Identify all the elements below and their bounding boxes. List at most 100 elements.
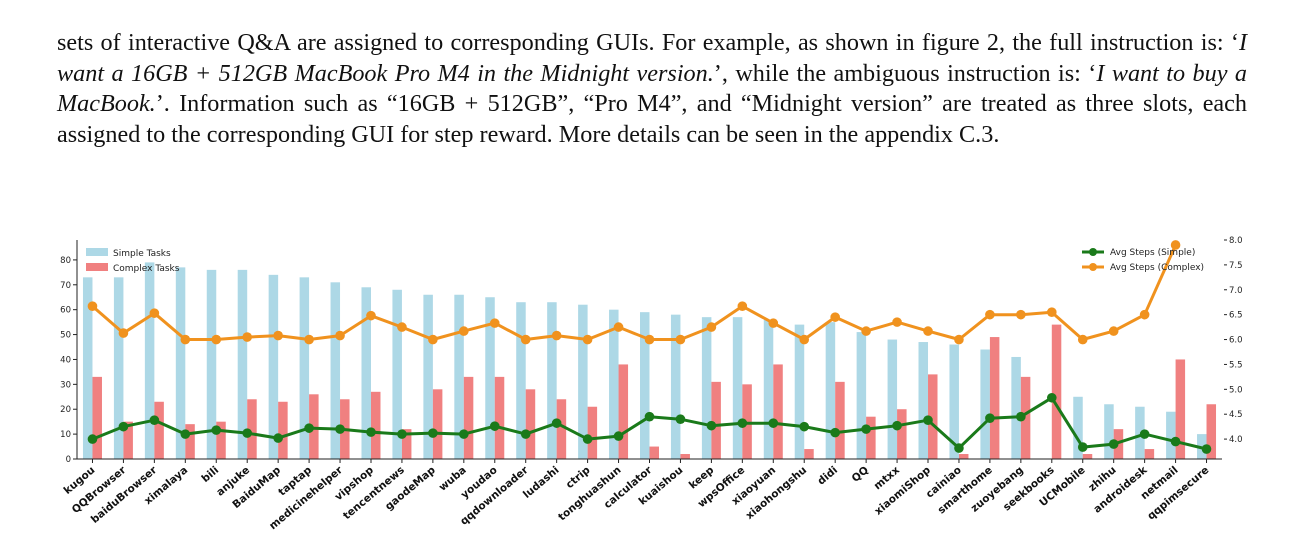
- bar-complex-UCMobile: [1082, 454, 1093, 459]
- point-simple-keep: [706, 420, 717, 431]
- point-simple-xiaomiShop: [923, 415, 933, 425]
- bars-layer: [82, 262, 1217, 459]
- point-simple-bili: [211, 425, 222, 435]
- point-complex-seekbooks: [1046, 307, 1057, 317]
- point-complex-gaodeMap: [428, 334, 438, 345]
- point-simple-QQBrowser: [118, 421, 129, 432]
- full-instruction-text: I want a 16GB + 512GB MacBook Pro M4 in …: [57, 29, 1247, 87]
- axes-layer: 0 10 20 30 40 50 60 70 80 4.0 4.5 5.0 5.5 6.0 6.5 7.0 7.…: [60, 236, 1242, 532]
- bar-simple-QQBrowser: [113, 277, 124, 459]
- y-left-tick-label: 70: [60, 281, 71, 291]
- bar-complex-qqpimsecure: [1206, 404, 1217, 459]
- y-left-tick-label: 0: [66, 455, 71, 465]
- bar-simple-cainiao: [949, 344, 959, 459]
- bar-simple-gaodeMap: [423, 294, 433, 459]
- bar-simple-qqdownloader: [516, 302, 526, 459]
- x-tick-label-bili: bili: [199, 464, 221, 485]
- point-complex-ximalaya: [180, 334, 191, 345]
- point-simple-tonghuashun: [613, 431, 624, 441]
- point-simple-taptap: [304, 423, 314, 433]
- point-complex-bili: [211, 334, 222, 345]
- bar-simple-BaiduMap: [268, 274, 279, 459]
- point-simple-anjuke: [242, 428, 253, 438]
- point-complex-mtxx: [892, 317, 902, 327]
- bar-simple-calculator: [640, 312, 650, 459]
- bar-simple-netmail: [1166, 411, 1176, 459]
- paragraph: sets of interactive Q&A are assigned to …: [57, 28, 1247, 150]
- point-complex-taptap: [304, 334, 314, 345]
- point-complex-QQ: [861, 326, 871, 336]
- point-complex-zuoyebang: [1016, 309, 1026, 320]
- bar-simple-wpsOffice: [732, 317, 743, 459]
- y-left-tick-label: 40: [60, 355, 71, 365]
- point-simple-wpsOffice: [737, 418, 748, 428]
- bar-complex-youdao: [494, 376, 505, 459]
- bar-complex-QQ: [866, 416, 876, 459]
- bar-complex-tonghuashun: [618, 364, 629, 459]
- bar-simple-didi: [825, 322, 836, 459]
- point-complex-youdao: [489, 318, 500, 328]
- bar-simple-bili: [206, 269, 217, 459]
- bar-complex-ludashi: [556, 399, 567, 459]
- paragraph-text-1: sets of interactive Q&A are assigned to …: [57, 29, 1239, 56]
- point-complex-wuba: [459, 326, 469, 336]
- bar-simple-ludashi: [547, 302, 557, 459]
- bar-complex-qqdownloader: [525, 389, 536, 459]
- bar-complex-kugou: [92, 376, 102, 459]
- point-simple-cainiao: [954, 443, 964, 453]
- bar-simple-keep: [701, 317, 712, 459]
- bar-complex-BaiduMap: [278, 401, 288, 459]
- bar-simple-ximalaya: [175, 267, 186, 459]
- y-left-tick-label: 10: [60, 430, 71, 440]
- bar-complex-netmail: [1175, 359, 1186, 459]
- y-left-tick-label: 60: [60, 306, 71, 316]
- bar-complex-calculator: [649, 446, 659, 459]
- point-complex-vipshop: [366, 310, 376, 321]
- bar-simple-xiaohongshu: [794, 324, 805, 459]
- point-simple-zuoyebang: [1016, 411, 1026, 422]
- point-simple-seekbooks: [1046, 392, 1057, 403]
- bar-complex-androidesk: [1144, 449, 1155, 459]
- bar-complex-vipshop: [370, 391, 381, 459]
- point-simple-baiduBrowser: [149, 415, 160, 425]
- bar-complex-zuoyebang: [1020, 376, 1031, 459]
- y-right-tick-label: 4.5: [1229, 410, 1243, 420]
- point-complex-UCMobile: [1077, 334, 1088, 345]
- legend-label-simple: Simple Tasks: [113, 249, 171, 259]
- bar-complex-ctrip: [587, 406, 598, 459]
- point-complex-didi: [830, 312, 840, 322]
- bar-simple-kuaishou: [670, 314, 681, 459]
- point-simple-gaodeMap: [428, 428, 438, 438]
- bar-complex-taptap: [309, 394, 319, 459]
- point-simple-tencentnews: [397, 429, 407, 439]
- legend-marker-complex: [1089, 263, 1097, 271]
- point-simple-UCMobile: [1077, 442, 1088, 452]
- point-complex-netmail: [1170, 240, 1181, 250]
- bar-complex-didi: [835, 381, 845, 459]
- point-simple-androidesk: [1139, 429, 1150, 439]
- point-complex-cainiao: [954, 334, 964, 345]
- bar-complex-bili: [216, 421, 226, 459]
- point-complex-tencentnews: [397, 322, 407, 332]
- point-simple-kugou: [87, 434, 98, 444]
- point-complex-androidesk: [1139, 309, 1150, 320]
- point-complex-xiaohongshu: [799, 334, 810, 345]
- bar-complex-tencentnews: [401, 429, 412, 459]
- point-simple-ximalaya: [180, 429, 191, 439]
- bar-simple-tonghuashun: [609, 309, 619, 459]
- lines-layer: [87, 240, 1212, 454]
- point-complex-kugou: [87, 301, 98, 311]
- point-simple-wuba: [459, 429, 469, 439]
- point-complex-smarthome: [985, 309, 995, 320]
- line-avg-steps-complex: [91, 244, 1177, 341]
- point-simple-BaiduMap: [273, 433, 283, 443]
- bar-simple-anjuke: [237, 269, 248, 459]
- bar-complex-baiduBrowser: [154, 401, 164, 459]
- point-complex-medicinehelper: [335, 330, 345, 341]
- legend-label-avg-simple: Avg Steps (Simple): [1110, 248, 1195, 258]
- y-left-tick-label: 30: [60, 380, 71, 390]
- point-complex-xiaomiShop: [923, 326, 933, 336]
- bar-simple-smarthome: [980, 349, 990, 459]
- point-simple-medicinehelper: [335, 424, 345, 434]
- bar-simple-ctrip: [578, 304, 588, 459]
